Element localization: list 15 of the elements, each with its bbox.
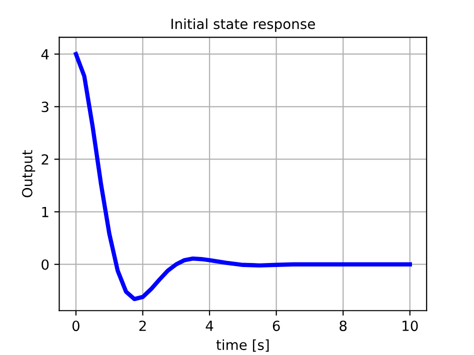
x-tick-label: 10 [402,320,418,332]
y-tick-label: 1 [42,206,48,218]
y-tick-label: 3 [42,102,48,112]
x-tick-label: 2 [139,320,146,331]
x-tick-label: 4 [206,320,214,331]
y-tick-label: 0 [42,259,49,270]
y-axis-title: Output [22,150,36,198]
line-series [74,52,412,302]
chart-title: Initial state response [172,18,315,32]
x-tick-label: 6 [272,320,280,332]
x-tick-label: 8 [340,320,347,332]
y-tick-label: 4 [41,49,49,60]
y-tick-label: 2 [42,154,48,165]
x-tick-label: 0 [72,320,80,332]
x-axis-title: time [s] [216,339,269,352]
